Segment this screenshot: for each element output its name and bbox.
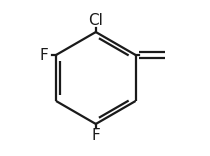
Text: Cl: Cl: [88, 13, 103, 28]
Text: F: F: [40, 48, 49, 63]
Text: F: F: [91, 128, 100, 143]
